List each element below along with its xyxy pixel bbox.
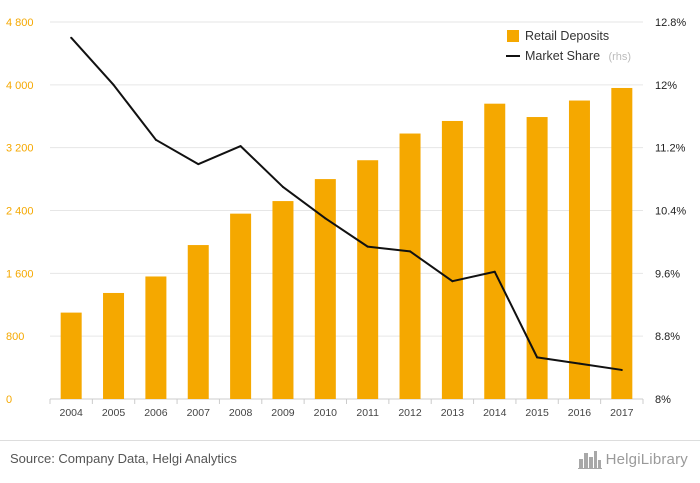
x-tick-label: 2015 — [525, 407, 549, 419]
y-left-tick-label: 4 800 — [6, 17, 34, 29]
bar-series — [60, 87, 633, 400]
legend: Retail Deposits Market Share (rhs) — [506, 29, 631, 64]
x-tick-label: 2004 — [59, 407, 83, 419]
x-tick-label: 2009 — [271, 407, 295, 419]
logo: HelgiLibrary — [577, 449, 688, 469]
bar — [230, 213, 252, 399]
legend-label-bar: Retail Deposits — [525, 29, 609, 43]
left-axis: 0 800 1 600 2 400 3 200 4 000 4 800 — [6, 17, 34, 406]
x-tick-label: 2010 — [314, 407, 338, 419]
x-tick-label: 2012 — [398, 407, 422, 419]
bar — [441, 120, 463, 400]
line-point — [620, 368, 623, 371]
y-left-tick-label: 0 — [6, 394, 12, 406]
line-point — [578, 362, 581, 365]
line-point — [197, 163, 200, 166]
x-tick-label: 2008 — [229, 407, 253, 419]
line-point — [239, 145, 242, 148]
legend-label-line: Market Share (rhs) — [525, 47, 631, 64]
market-share-line — [70, 37, 622, 371]
bar — [314, 179, 336, 399]
y-left-tick-label: 2 400 — [6, 206, 34, 218]
logo-text: HelgiLibrary — [605, 450, 688, 468]
x-tick-label: 2013 — [441, 407, 465, 419]
bar — [272, 201, 294, 399]
x-tick-label: 2014 — [483, 407, 507, 419]
line-point — [451, 280, 454, 283]
y-right-tick-label: 12.8% — [655, 17, 686, 29]
x-tick-label: 2017 — [610, 407, 634, 419]
line-series — [70, 36, 623, 371]
bar — [60, 312, 82, 399]
chart: 0 800 1 600 2 400 3 200 4 000 4 800 8% 8.8% 9.6%… — [6, 17, 686, 419]
city-skyline-icon — [577, 451, 602, 469]
y-right-tick-label: 9.6% — [655, 268, 680, 280]
legend-line-suffix: (rhs) — [608, 51, 631, 63]
bar — [145, 276, 167, 399]
x-tick-label: 2007 — [187, 407, 211, 419]
legend-swatch-bar — [507, 30, 519, 42]
y-left-tick-label: 4 000 — [6, 80, 34, 92]
bar — [611, 87, 633, 399]
line-point — [409, 250, 412, 253]
right-axis: 8% 8.8% 9.6% 10.4% 11.2% 12% 12.8% — [655, 17, 686, 406]
line-point — [493, 270, 496, 273]
bar — [484, 103, 506, 399]
bar — [568, 100, 590, 400]
line-point — [112, 83, 115, 86]
legend-line-name: Market Share — [525, 49, 600, 63]
bar — [526, 117, 548, 400]
footer: Source: Company Data, Helgi Analytics He… — [0, 440, 700, 483]
line-point — [366, 245, 369, 248]
bar — [187, 245, 209, 399]
line-point — [536, 356, 539, 359]
line-point — [70, 36, 73, 39]
x-tick-label: 2011 — [356, 407, 379, 419]
grid — [50, 21, 643, 400]
y-left-tick-label: 1 600 — [6, 268, 34, 280]
x-axis: 2004 2005 2006 2007 2008 2009 2010 2011 2012 2013… — [49, 399, 644, 419]
y-left-tick-label: 3 200 — [6, 143, 34, 155]
line-point — [281, 185, 284, 188]
line-point — [154, 138, 157, 141]
x-tick-label: 2005 — [102, 407, 126, 419]
bar — [103, 292, 125, 399]
source-text: Source: Company Data, Helgi Analytics — [10, 451, 237, 466]
line-point — [324, 217, 327, 220]
y-right-tick-label: 8% — [655, 394, 671, 406]
x-tick-label: 2006 — [144, 407, 168, 419]
y-right-tick-label: 12% — [655, 80, 677, 92]
x-tick-label: 2016 — [568, 407, 592, 419]
y-right-tick-label: 10.4% — [655, 206, 686, 218]
y-left-tick-label: 800 — [6, 331, 24, 343]
bar — [399, 133, 421, 399]
bar — [357, 160, 379, 399]
y-right-tick-label: 11.2% — [655, 143, 686, 155]
y-right-tick-label: 8.8% — [655, 331, 680, 343]
